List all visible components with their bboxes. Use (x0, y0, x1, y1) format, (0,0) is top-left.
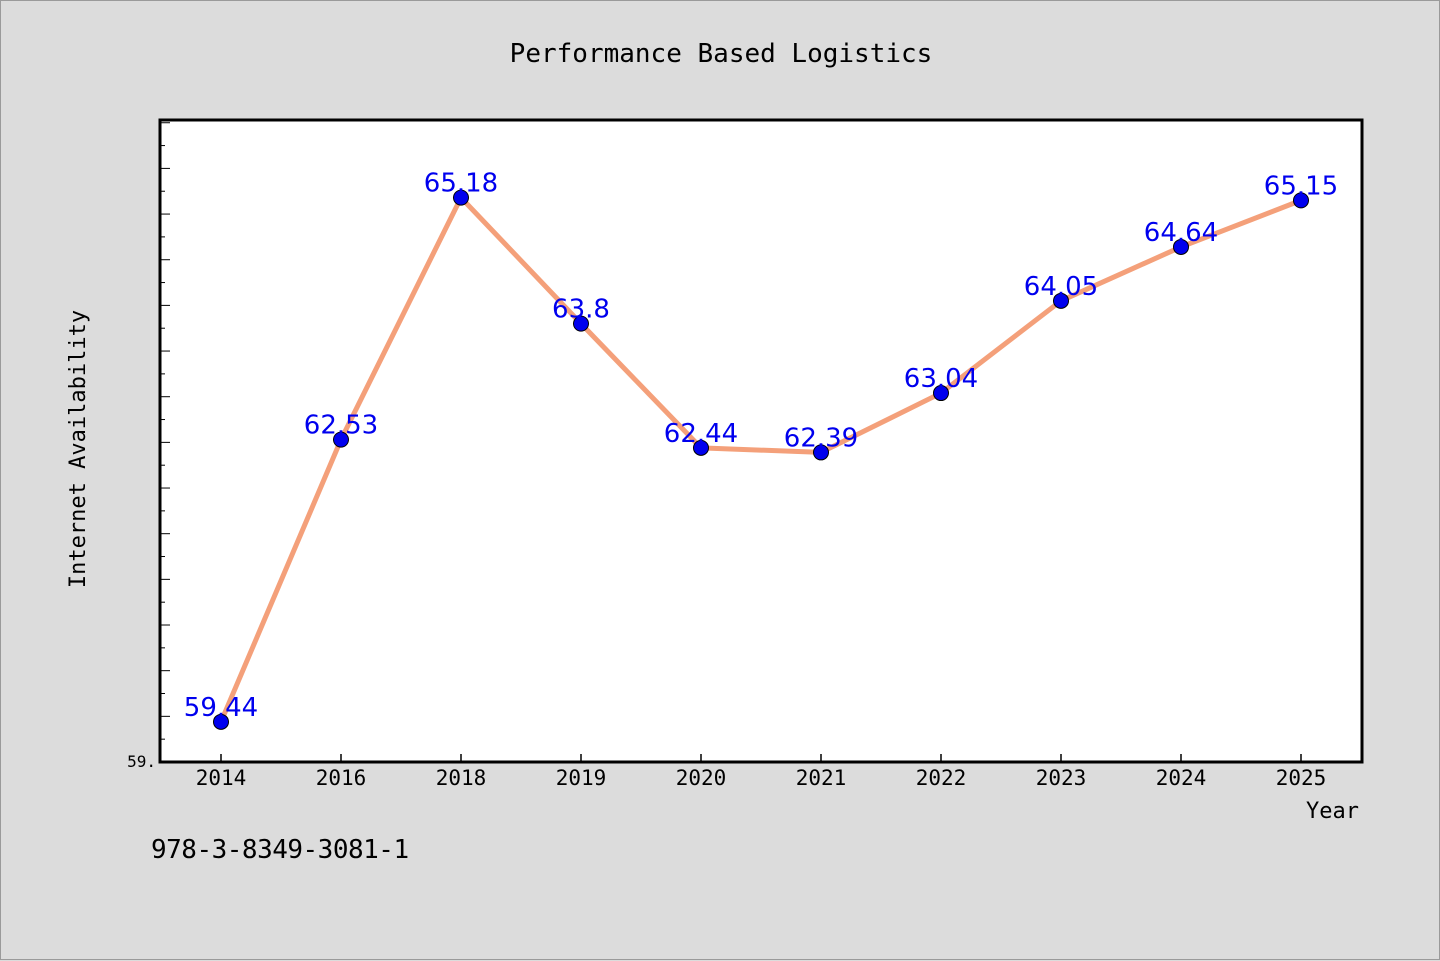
x-tick-label: 2023 (1036, 766, 1087, 790)
data-label: 62.53 (304, 411, 378, 441)
data-label: 65.18 (424, 169, 498, 199)
x-tick-label: 2024 (1156, 766, 1207, 790)
data-point (1173, 238, 1189, 255)
plot-area (158, 118, 1364, 764)
y-axis-label: Internet Availability (66, 310, 91, 588)
series-layer: 59.44 62.53 65.18 63.8 62.44 62.39 63.04 64.05 6… (184, 169, 1338, 730)
x-tick-label: 2014 (196, 766, 247, 790)
data-point (1293, 192, 1309, 209)
chart-title: Performance Based Logistics (510, 39, 933, 69)
data-label: 65.15 (1264, 171, 1338, 201)
data-point (333, 431, 349, 448)
y-axis-ticks (160, 122, 170, 740)
data-point (213, 713, 229, 730)
data-point (453, 189, 469, 206)
isbn-footer: 978-3-8349-3081-1 (151, 835, 409, 865)
x-tick-label: 2021 (796, 766, 847, 790)
data-label: 63.8 (552, 295, 610, 325)
data-point (933, 385, 949, 402)
data-label: 59.44 (184, 693, 258, 723)
x-tick-label: 2019 (556, 766, 607, 790)
data-point (573, 315, 589, 332)
series-line (218, 195, 1304, 725)
x-tick-label: 2020 (676, 766, 727, 790)
x-axis-ticks: 2014 2016 2018 2019 2020 2021 2022 2023 2024 2025 (196, 754, 1327, 790)
data-label: 62.39 (784, 423, 858, 453)
data-label: 62.44 (664, 419, 738, 449)
data-label: 63.04 (904, 364, 978, 394)
x-tick-label: 2016 (316, 766, 367, 790)
data-point (693, 439, 709, 456)
x-tick-label: 2025 (1276, 766, 1327, 790)
data-point (1053, 292, 1069, 309)
y-tick-label: 59. (127, 752, 156, 771)
data-point (813, 444, 829, 461)
data-label: 64.05 (1024, 272, 1098, 302)
x-tick-label: 2022 (916, 766, 967, 790)
data-label: 64.64 (1144, 218, 1218, 248)
x-axis-label: Year (1306, 799, 1359, 824)
x-tick-label: 2018 (436, 766, 487, 790)
